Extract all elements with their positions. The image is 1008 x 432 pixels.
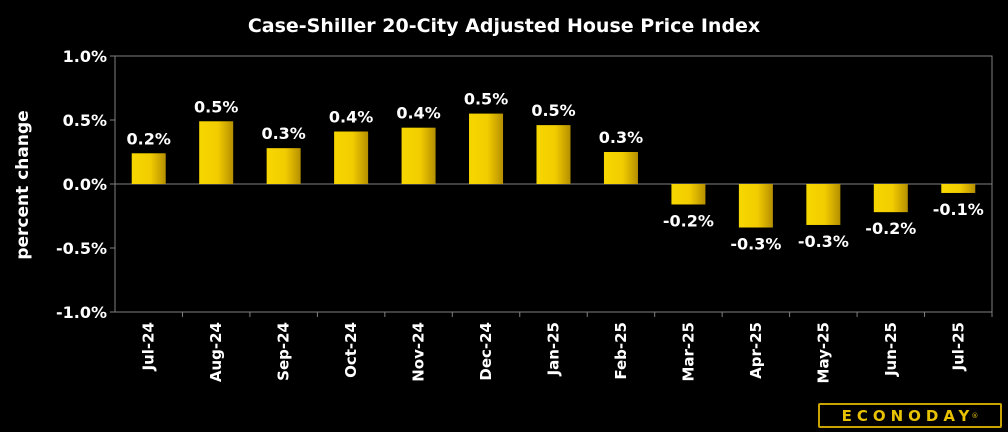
data-label: 0.4% xyxy=(329,108,373,127)
bar-oct-24 xyxy=(334,131,369,184)
y-tick-label: 0.5% xyxy=(63,111,107,130)
bar-nov-24 xyxy=(401,127,436,184)
x-tick-label: Oct-24 xyxy=(342,322,360,378)
data-label: 0.5% xyxy=(194,97,238,116)
bar-jul-25 xyxy=(941,184,976,193)
x-tick-label: Aug-24 xyxy=(207,322,225,382)
bar-may-25 xyxy=(806,184,841,225)
data-label: 0.3% xyxy=(599,128,643,147)
bar-dec-24 xyxy=(469,113,504,184)
x-tick-label: Jul-25 xyxy=(949,322,967,372)
data-label: 0.4% xyxy=(396,104,440,123)
registered-mark: ® xyxy=(971,411,979,420)
data-label: -0.1% xyxy=(933,200,984,219)
data-label: -0.3% xyxy=(730,235,781,254)
logo-text: ECONODAY xyxy=(841,406,975,425)
y-tick-label: 0.0% xyxy=(63,175,107,194)
x-tick-label: Dec-24 xyxy=(477,322,495,381)
x-tick-label: Mar-25 xyxy=(679,322,697,382)
y-tick-label: -1.0% xyxy=(56,303,107,322)
x-tick-label: Apr-25 xyxy=(747,322,765,379)
econoday-logo: ECONODAY ® xyxy=(818,403,1002,428)
y-tick-label: -0.5% xyxy=(56,239,107,258)
data-label: -0.2% xyxy=(663,211,714,230)
data-label: -0.3% xyxy=(798,232,849,251)
data-label: 0.5% xyxy=(464,90,508,109)
y-axis-label: percent change xyxy=(13,110,33,259)
bar-aug-24 xyxy=(199,121,234,184)
x-tick-label: Jul-24 xyxy=(140,322,158,372)
bar-mar-25 xyxy=(671,184,706,205)
x-tick-label: Nov-24 xyxy=(410,322,428,382)
data-label: 0.5% xyxy=(531,101,575,120)
x-tick-label: Jan-25 xyxy=(545,322,563,376)
x-tick-label: May-25 xyxy=(814,322,832,383)
bar-jan-25 xyxy=(536,125,571,184)
x-tick-label: Jun-25 xyxy=(882,322,900,377)
data-label: 0.2% xyxy=(127,129,171,148)
bar-jul-24 xyxy=(131,153,166,184)
chart-title: Case-Shiller 20-City Adjusted House Pric… xyxy=(248,15,760,37)
x-tick-label: Sep-24 xyxy=(275,322,293,381)
x-tick-label: Feb-25 xyxy=(612,322,630,380)
data-label: 0.3% xyxy=(261,124,305,143)
bar-feb-25 xyxy=(603,152,638,184)
y-tick-label: 1.0% xyxy=(63,47,107,66)
bar-apr-25 xyxy=(738,184,773,228)
bar-sep-24 xyxy=(266,148,301,184)
bar-jun-25 xyxy=(873,184,908,213)
data-label: -0.2% xyxy=(865,219,916,238)
